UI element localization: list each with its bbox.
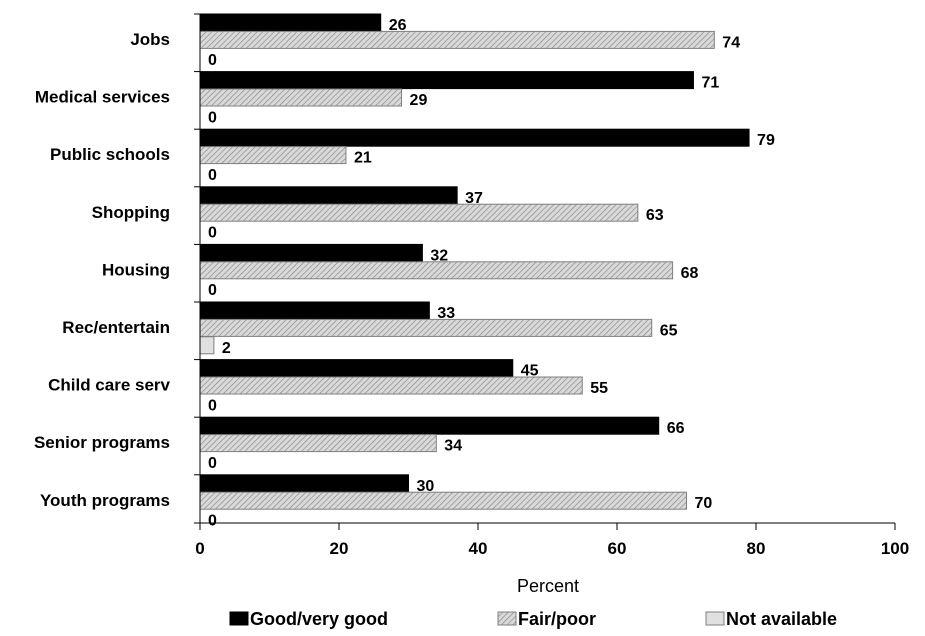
bar <box>199 186 458 205</box>
bar <box>199 359 514 378</box>
category-label: Medical services <box>35 88 170 107</box>
data-label: 0 <box>208 397 217 414</box>
bar <box>199 13 382 32</box>
legend-swatch <box>497 611 517 626</box>
y-axis: Jobs Medical services Public schools Shoppi… <box>34 13 201 524</box>
bar <box>199 128 750 147</box>
data-label: 33 <box>437 305 455 322</box>
data-label: 30 <box>417 478 435 495</box>
bar <box>199 261 674 280</box>
data-label: 70 <box>695 495 713 512</box>
bar <box>199 416 660 435</box>
category-label: Senior programs <box>34 433 170 452</box>
bar <box>199 71 694 90</box>
bar <box>199 203 639 222</box>
x-tick-label: 40 <box>469 539 488 558</box>
data-label: 34 <box>444 438 462 455</box>
legend-label: Good/very good <box>250 609 388 629</box>
data-label: 74 <box>722 34 740 51</box>
data-label: 0 <box>208 455 217 472</box>
bar <box>199 146 347 165</box>
data-label: 0 <box>208 52 217 69</box>
data-label: 21 <box>354 150 372 167</box>
bar <box>199 30 715 49</box>
data-label: 63 <box>646 207 664 224</box>
data-label: 37 <box>465 190 483 207</box>
category-label: Public schools <box>50 145 170 164</box>
data-label: 45 <box>521 363 539 380</box>
bar <box>199 434 437 453</box>
category-label: Rec/entertain <box>62 318 170 337</box>
bar <box>199 318 653 337</box>
x-tick-label: 20 <box>330 539 349 558</box>
legend-label: Not available <box>726 609 837 629</box>
legend: Good/very good Fair/poor Not available <box>229 609 837 629</box>
data-label: 0 <box>208 513 217 530</box>
legend-label: Fair/poor <box>518 609 596 629</box>
data-label: 0 <box>208 167 217 184</box>
category-label: Housing <box>102 260 170 279</box>
plot-area: 26 74 0 71 29 0 79 21 0 37 63 0 32 68 0 33 65 2 45 55 0 66 34 0… <box>199 13 775 530</box>
data-label: 0 <box>208 225 217 242</box>
bar <box>199 88 403 107</box>
data-label: 66 <box>667 420 685 437</box>
x-tick-label: 80 <box>747 539 766 558</box>
x-tick-label: 0 <box>195 539 204 558</box>
x-axis-title: Percent <box>517 576 579 596</box>
data-label: 29 <box>410 92 428 109</box>
data-label: 32 <box>430 247 448 264</box>
category-label: Child care serv <box>48 376 170 395</box>
x-axis: 0 20 40 60 80 100 <box>195 522 909 558</box>
category-label: Jobs <box>130 30 170 49</box>
bar <box>199 491 687 510</box>
category-label: Shopping <box>92 203 170 222</box>
bar <box>199 243 423 262</box>
data-label: 55 <box>590 380 608 397</box>
data-label: 71 <box>701 75 719 92</box>
data-label: 79 <box>757 132 775 149</box>
legend-swatch <box>229 611 249 626</box>
data-label: 65 <box>660 322 678 339</box>
x-tick-label: 100 <box>881 539 909 558</box>
data-label: 0 <box>208 109 217 126</box>
bar <box>199 474 409 493</box>
bar <box>199 336 215 355</box>
category-label: Youth programs <box>40 491 170 510</box>
bar <box>199 376 583 395</box>
x-tick-label: 60 <box>608 539 627 558</box>
legend-swatch <box>705 611 725 626</box>
data-label: 26 <box>389 17 407 34</box>
bar <box>199 301 430 320</box>
data-label: 68 <box>681 265 699 282</box>
data-label: 0 <box>208 282 217 299</box>
data-label: 2 <box>222 340 231 357</box>
